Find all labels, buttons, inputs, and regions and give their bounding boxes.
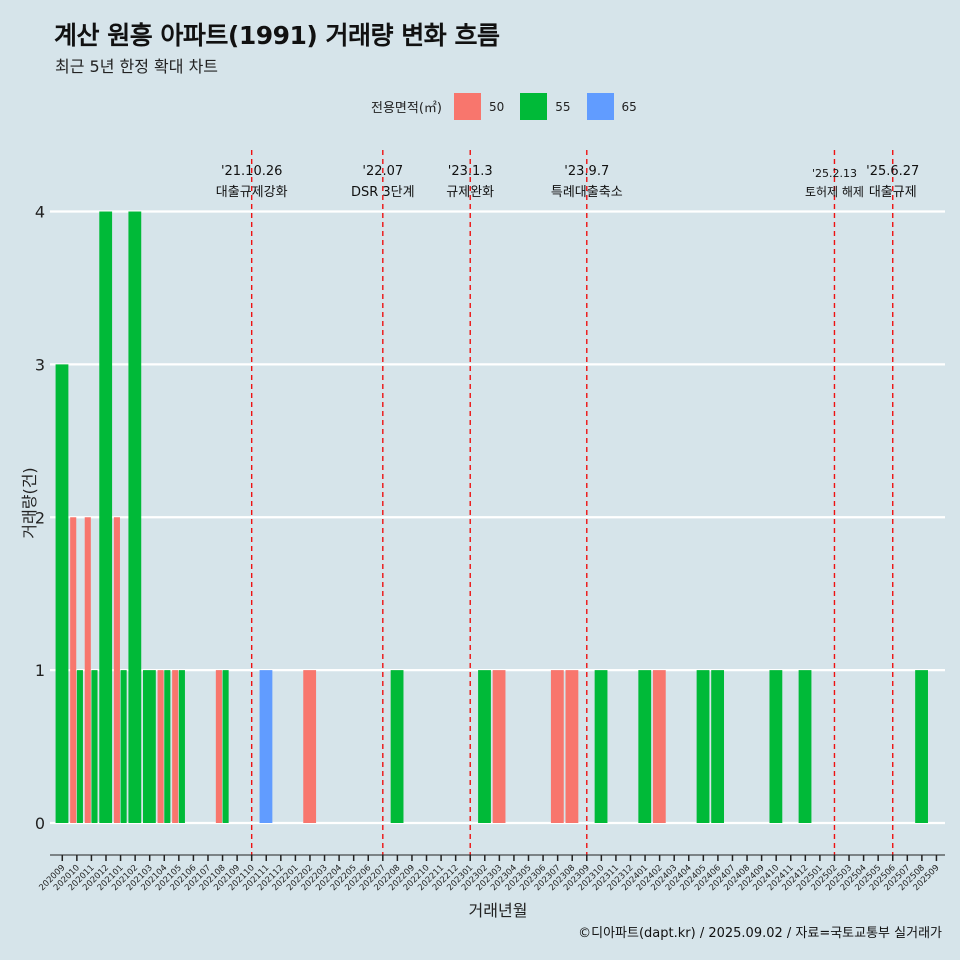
bar-202410-55: [769, 670, 783, 823]
bar-202303-50: [492, 670, 506, 823]
bar-202011-55: [91, 670, 98, 823]
bar-202010-55: [76, 670, 83, 823]
legend-label-50: 50: [488, 99, 505, 114]
event-date-3: '23.9.7: [564, 164, 609, 179]
event-label-1: DSR 3단계: [351, 185, 415, 200]
bar-202402-50: [652, 670, 666, 823]
x-axis-label: 거래년월: [468, 901, 528, 920]
legend-item-65: 65: [586, 93, 647, 120]
event-label-5: 대출규제: [869, 185, 917, 200]
legend: 전용면적(㎡) 50 55 65: [371, 93, 653, 120]
bar-202104-55: [164, 670, 171, 823]
source-caption: ©디아파트(dapt.kr) / 2025.09.02 / 자료=국토교통부 실…: [578, 926, 942, 941]
bar-202010-50: [70, 517, 77, 823]
event-date-5: '25.6.27: [866, 164, 919, 179]
bar-202208-55: [390, 670, 404, 823]
legend-title: 전용면적(㎡): [371, 101, 442, 116]
bar-202405-55: [696, 670, 710, 823]
legend-item-55: 55: [520, 93, 580, 120]
legend-swatch-65: [586, 93, 614, 120]
y-tick-label-2: 2: [35, 508, 45, 527]
bar-202508-55: [915, 670, 928, 823]
y-tick-label-0: 0: [35, 814, 45, 833]
bar-202108-55: [222, 670, 229, 823]
event-label-4: 토허제 해제: [805, 185, 864, 199]
legend-label-55: 55: [555, 99, 571, 114]
bar-202011-50: [84, 517, 91, 823]
bar-202406-55: [711, 670, 725, 823]
bar-202009-55: [55, 364, 69, 823]
bar-202012-55: [99, 211, 113, 823]
bar-202105-50: [172, 670, 179, 823]
bar-202401-55: [638, 670, 652, 823]
event-label-0: 대출규제강화: [216, 185, 288, 200]
bar-202412-55: [798, 670, 812, 823]
y-tick-label-3: 3: [35, 355, 45, 374]
bar-202202-50: [303, 670, 317, 823]
bar-202103-55: [142, 670, 156, 823]
event-date-1: '22.07: [362, 164, 403, 179]
bar-202111-65: [259, 670, 273, 823]
legend-item-50: 50: [453, 93, 514, 120]
bar-202105-55: [178, 670, 185, 823]
bar-202101-55: [120, 670, 127, 823]
chart-subtitle: 최근 5년 한정 확대 차트: [55, 57, 219, 76]
bar-202310-55: [594, 670, 608, 823]
y-tick-label-1: 1: [35, 661, 45, 680]
event-label-3: 특례대출축소: [551, 185, 623, 200]
legend-swatch-55: [520, 93, 548, 120]
bar-202308-50: [565, 670, 579, 823]
event-date-4: '25.2.13: [812, 167, 857, 180]
bar-202102-55: [128, 211, 142, 823]
bar-202104-50: [157, 670, 164, 823]
bar-202307-50: [550, 670, 564, 823]
chart-title: 계산 원흥 아파트(1991) 거래량 변화 흐름: [54, 21, 500, 50]
legend-swatch-50: [453, 93, 481, 120]
legend-label-65: 65: [621, 99, 637, 114]
event-date-2: '23.1.3: [448, 164, 493, 179]
event-date-0: '21.10.26: [221, 164, 282, 179]
bar-202108-50: [215, 670, 222, 823]
event-label-2: 규제완화: [446, 185, 494, 200]
y-axis-label: 거래량(건): [20, 467, 39, 539]
bar-202101-50: [113, 517, 120, 823]
y-tick-label-4: 4: [35, 203, 45, 222]
bar-202302-55: [478, 670, 491, 823]
